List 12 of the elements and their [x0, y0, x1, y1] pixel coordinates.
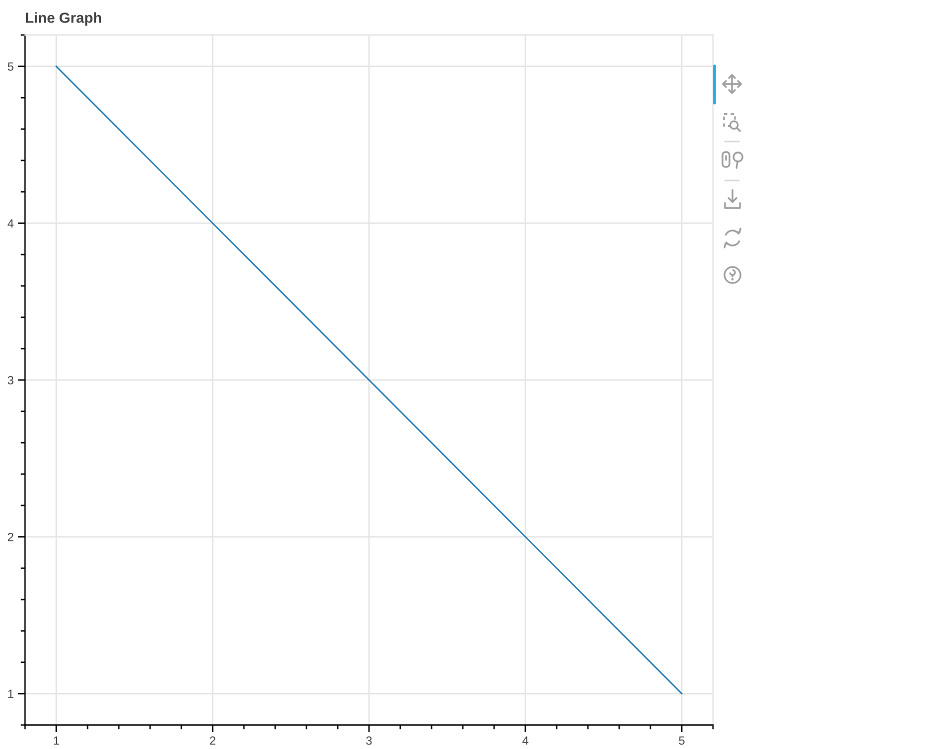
x-tick-label: 3 [366, 736, 372, 745]
line-series [56, 66, 682, 694]
y-tick-label: 2 [8, 532, 14, 542]
x-tick-label: 1 [54, 736, 59, 745]
y-tick-label: 1 [8, 690, 14, 698]
x-tick-label: 5 [678, 736, 685, 745]
x-tick-label: 2 [210, 736, 216, 745]
y-tick-label: 4 [8, 219, 14, 228]
y-tick-label: 3 [8, 376, 14, 384]
y-tick-label: 5 [8, 62, 14, 71]
chart-title: Line Graph [26, 12, 102, 26]
x-tick-label: 4 [522, 736, 528, 745]
